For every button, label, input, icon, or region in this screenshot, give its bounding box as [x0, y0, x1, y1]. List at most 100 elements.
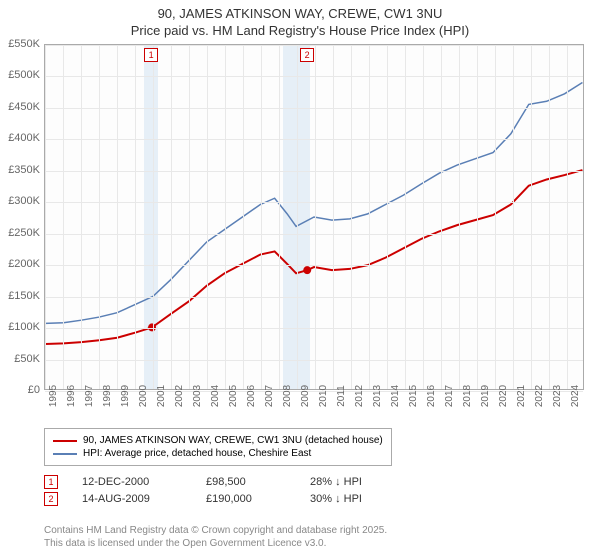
gridline-v	[369, 45, 370, 389]
series-line	[46, 170, 583, 344]
gridline-h	[45, 297, 583, 298]
gridline-v	[495, 45, 496, 389]
gridline-v	[207, 45, 208, 389]
xtick-label: 2010	[318, 385, 329, 407]
ytick-label: £400K	[0, 132, 40, 144]
xtick-label: 2008	[282, 385, 293, 407]
gridline-v	[135, 45, 136, 389]
event-marker: 1	[144, 48, 158, 62]
gridline-v	[225, 45, 226, 389]
gridline-v	[387, 45, 388, 389]
gridline-v	[477, 45, 478, 389]
xtick-label: 2002	[174, 385, 185, 407]
gridline-h	[45, 108, 583, 109]
sale-point-dot	[303, 266, 311, 274]
gridline-v	[297, 45, 298, 389]
legend-row: 90, JAMES ATKINSON WAY, CREWE, CW1 3NU (…	[53, 435, 383, 446]
gridline-v	[261, 45, 262, 389]
ytick-label: £150K	[0, 290, 40, 302]
xtick-label: 2007	[264, 385, 275, 407]
xtick-label: 1996	[66, 385, 77, 407]
ytick-label: £100K	[0, 321, 40, 333]
xtick-label: 1997	[84, 385, 95, 407]
footer-line-1: Contains HM Land Registry data © Crown c…	[44, 524, 387, 537]
ytick-label: £250K	[0, 227, 40, 239]
gridline-h	[45, 265, 583, 266]
gridline-v	[171, 45, 172, 389]
plot-area	[44, 44, 584, 390]
event-table: 112-DEC-2000£98,50028% ↓ HPI214-AUG-2009…	[44, 472, 362, 509]
xtick-label: 2003	[192, 385, 203, 407]
xtick-label: 1998	[102, 385, 113, 407]
gridline-v	[81, 45, 82, 389]
gridline-v	[279, 45, 280, 389]
title-sub: Price paid vs. HM Land Registry's House …	[0, 23, 600, 38]
gridline-v	[549, 45, 550, 389]
xtick-label: 2015	[408, 385, 419, 407]
gridline-v	[315, 45, 316, 389]
xtick-label: 2024	[570, 385, 581, 407]
xtick-label: 2004	[210, 385, 221, 407]
gridline-v	[333, 45, 334, 389]
chart-svg	[45, 45, 583, 389]
legend-swatch	[53, 453, 77, 455]
xtick-label: 2013	[372, 385, 383, 407]
legend-swatch	[53, 440, 77, 442]
footer-line-2: This data is licensed under the Open Gov…	[44, 537, 387, 550]
ytick-label: £200K	[0, 258, 40, 270]
xtick-label: 1999	[120, 385, 131, 407]
xtick-label: 2016	[426, 385, 437, 407]
event-date: 12-DEC-2000	[82, 476, 182, 488]
xtick-label: 2020	[498, 385, 509, 407]
xtick-label: 2017	[444, 385, 455, 407]
xtick-label: 2000	[138, 385, 149, 407]
xtick-label: 1995	[48, 385, 59, 407]
event-price: £98,500	[206, 476, 286, 488]
event-box: 2	[44, 492, 58, 506]
gridline-v	[405, 45, 406, 389]
gridline-h	[45, 139, 583, 140]
xtick-label: 2001	[156, 385, 167, 407]
gridline-v	[531, 45, 532, 389]
ytick-label: £0	[0, 384, 40, 396]
event-row: 214-AUG-2009£190,00030% ↓ HPI	[44, 492, 362, 506]
gridline-v	[189, 45, 190, 389]
gridline-h	[45, 234, 583, 235]
legend-row: HPI: Average price, detached house, Ches…	[53, 448, 383, 459]
xtick-label: 2009	[300, 385, 311, 407]
footer: Contains HM Land Registry data © Crown c…	[44, 524, 387, 550]
xtick-label: 2005	[228, 385, 239, 407]
gridline-v	[45, 45, 46, 389]
gridline-h	[45, 360, 583, 361]
xtick-label: 2014	[390, 385, 401, 407]
chart-container: { "title_main": "90, JAMES ATKINSON WAY,…	[0, 0, 600, 560]
ytick-label: £300K	[0, 195, 40, 207]
event-row: 112-DEC-2000£98,50028% ↓ HPI	[44, 475, 362, 489]
ytick-label: £450K	[0, 101, 40, 113]
gridline-v	[351, 45, 352, 389]
xtick-label: 2023	[552, 385, 563, 407]
xtick-label: 2006	[246, 385, 257, 407]
title-block: 90, JAMES ATKINSON WAY, CREWE, CW1 3NU P…	[0, 0, 600, 40]
gridline-h	[45, 202, 583, 203]
event-date: 14-AUG-2009	[82, 493, 182, 505]
legend-label: HPI: Average price, detached house, Ches…	[83, 448, 311, 459]
event-box: 1	[44, 475, 58, 489]
legend: 90, JAMES ATKINSON WAY, CREWE, CW1 3NU (…	[44, 428, 392, 466]
xtick-label: 2019	[480, 385, 491, 407]
gridline-h	[45, 171, 583, 172]
xtick-label: 2011	[336, 385, 347, 407]
gridline-v	[513, 45, 514, 389]
legend-label: 90, JAMES ATKINSON WAY, CREWE, CW1 3NU (…	[83, 435, 383, 446]
gridline-v	[567, 45, 568, 389]
gridline-v	[63, 45, 64, 389]
xtick-label: 2012	[354, 385, 365, 407]
gridline-h	[45, 76, 583, 77]
xtick-label: 2018	[462, 385, 473, 407]
event-delta: 30% ↓ HPI	[310, 493, 362, 505]
gridline-h	[45, 45, 583, 46]
event-marker: 2	[300, 48, 314, 62]
gridline-v	[117, 45, 118, 389]
ytick-label: £550K	[0, 38, 40, 50]
gridline-v	[99, 45, 100, 389]
